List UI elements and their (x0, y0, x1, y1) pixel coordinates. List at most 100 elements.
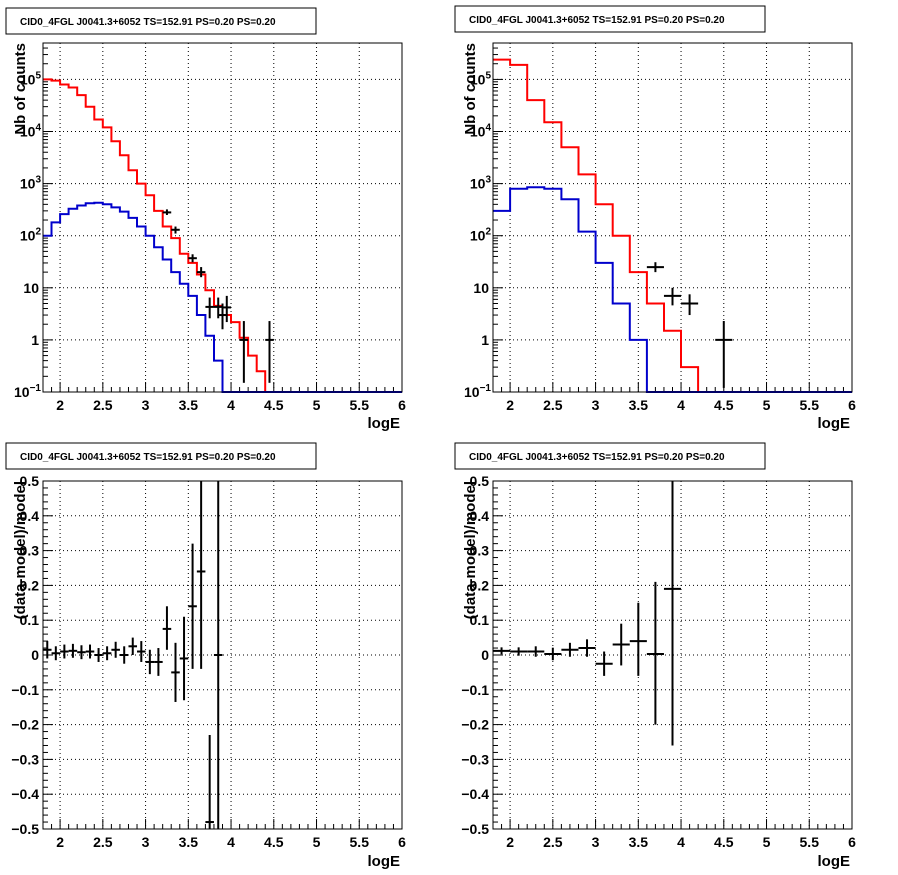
plot-panel-4: 2 2.5 3 3.5 4 4.5 5 5.5 6 0.5 0.4 0.3 0.2 0.1 0 −0.1 −0.… (454, 442, 856, 870)
data-point (578, 639, 596, 657)
plot-title: CID0_4FGL J0041.3+6052 TS=152.91 PS=0.20… (469, 15, 725, 26)
y-tick-label: 0.5 (20, 473, 40, 489)
x-tick-label: 3 (142, 397, 150, 413)
x-axis-title: logE (818, 853, 851, 870)
y-tick-label: 103 (470, 175, 492, 192)
y-tick-label: 0.4 (20, 508, 40, 524)
y-tick-label: 0.2 (470, 577, 490, 593)
data-point (663, 481, 682, 746)
data-point (205, 735, 214, 829)
x-tick-label: 5.5 (800, 397, 820, 413)
data-point (561, 642, 579, 657)
x-tick-label: 4.5 (264, 397, 284, 413)
data-point (239, 321, 249, 383)
y-tick-label: 0 (481, 647, 489, 663)
x-tick-label: 5 (763, 834, 771, 850)
y-tick-label: −0.5 (11, 821, 39, 837)
plot-frame (492, 42, 853, 393)
title-box (454, 442, 766, 470)
x-tick-label: 3.5 (629, 397, 649, 413)
y-tick-label: 0.1 (470, 612, 490, 628)
x-tick-label: 4 (677, 397, 685, 413)
data-point (265, 321, 274, 383)
y-tick-base: 10 (470, 228, 486, 244)
y-tick-label: 0.1 (20, 612, 40, 628)
y-tick-exponent: 3 (485, 175, 491, 186)
x-tick-label: 2.5 (543, 834, 563, 850)
x-tick-label: 5.5 (350, 397, 370, 413)
y-tick-label: 105 (470, 70, 492, 87)
y-tick-exponent: 2 (35, 227, 41, 238)
x-tick-label: 6 (848, 834, 856, 850)
data-point (119, 646, 129, 664)
x-tick-label: 5.5 (350, 834, 370, 850)
y-tick-exponent: 5 (35, 70, 41, 81)
x-tick-label: 2 (56, 397, 64, 413)
x-tick-label: 3.5 (179, 397, 199, 413)
y-tick-label: 10−1 (14, 383, 41, 400)
x-tick-label: 4.5 (714, 397, 734, 413)
y-tick-exponent: 2 (485, 227, 491, 238)
x-axis-title: logE (368, 853, 401, 870)
y-tick-label: −0.3 (461, 751, 489, 767)
x-tick-label: 5.5 (800, 834, 820, 850)
y-tick-exponent: 4 (35, 123, 41, 134)
y-tick-label: 0.4 (470, 508, 490, 524)
y-tick-exponent: −1 (480, 383, 492, 394)
y-tick-label: −0.1 (11, 682, 39, 698)
y-axis-title: (data-model)/model (12, 481, 29, 619)
x-tick-label: 5 (313, 834, 321, 850)
data-point (612, 623, 630, 666)
x-tick-label: 5 (313, 397, 321, 413)
y-tick-base: 10 (464, 384, 480, 400)
y-tick-label: −0.2 (11, 717, 39, 733)
data-point (663, 287, 682, 306)
data-point (629, 602, 647, 676)
data-point (60, 644, 69, 659)
x-tick-label: 2 (506, 834, 514, 850)
plot-frame (42, 480, 403, 830)
y-tick-exponent: −1 (30, 383, 42, 394)
y-tick-label: 0 (31, 647, 39, 663)
y-tick-label: 102 (470, 227, 492, 244)
x-tick-label: 6 (848, 397, 856, 413)
x-tick-label: 2.5 (93, 397, 113, 413)
data-point (111, 641, 120, 658)
data-point (154, 648, 163, 676)
x-tick-label: 4 (677, 834, 685, 850)
y-tick-label: 0.3 (20, 543, 40, 559)
y-tick-base: 10 (470, 176, 486, 192)
x-tick-label: 3 (592, 397, 600, 413)
plot-title: CID0_4FGL J0041.3+6052 TS=152.91 PS=0.20… (20, 452, 276, 463)
y-tick-label: −0.4 (11, 786, 39, 802)
y-tick-exponent: 3 (35, 175, 41, 186)
data-point (77, 645, 86, 660)
x-tick-label: 2 (506, 397, 514, 413)
y-tick-exponent: 4 (485, 123, 491, 134)
x-tick-label: 4 (227, 397, 235, 413)
x-tick-label: 4 (227, 834, 235, 850)
data-point (510, 647, 528, 656)
data-point (102, 646, 112, 661)
data-point (85, 644, 95, 659)
x-tick-label: 3.5 (629, 834, 649, 850)
y-tick-base: 10 (20, 176, 36, 192)
y-tick-label: 104 (470, 123, 492, 140)
title-box (5, 7, 317, 35)
x-tick-label: 2.5 (93, 834, 113, 850)
data-point (715, 321, 733, 388)
x-tick-label: 5 (763, 397, 771, 413)
data-point (188, 254, 197, 263)
y-tick-label: −0.4 (461, 786, 489, 802)
y-tick-label: 10−1 (464, 383, 491, 400)
title-box (454, 5, 766, 33)
data-point (171, 642, 180, 702)
x-tick-label: 2.5 (543, 397, 563, 413)
data-point (196, 481, 206, 669)
y-tick-label: 0.3 (470, 543, 490, 559)
plot-title: CID0_4FGL J0041.3+6052 TS=152.91 PS=0.20… (469, 452, 725, 463)
x-tick-label: 2 (56, 834, 64, 850)
data-point (544, 647, 562, 661)
y-tick-base: 10 (470, 71, 486, 87)
